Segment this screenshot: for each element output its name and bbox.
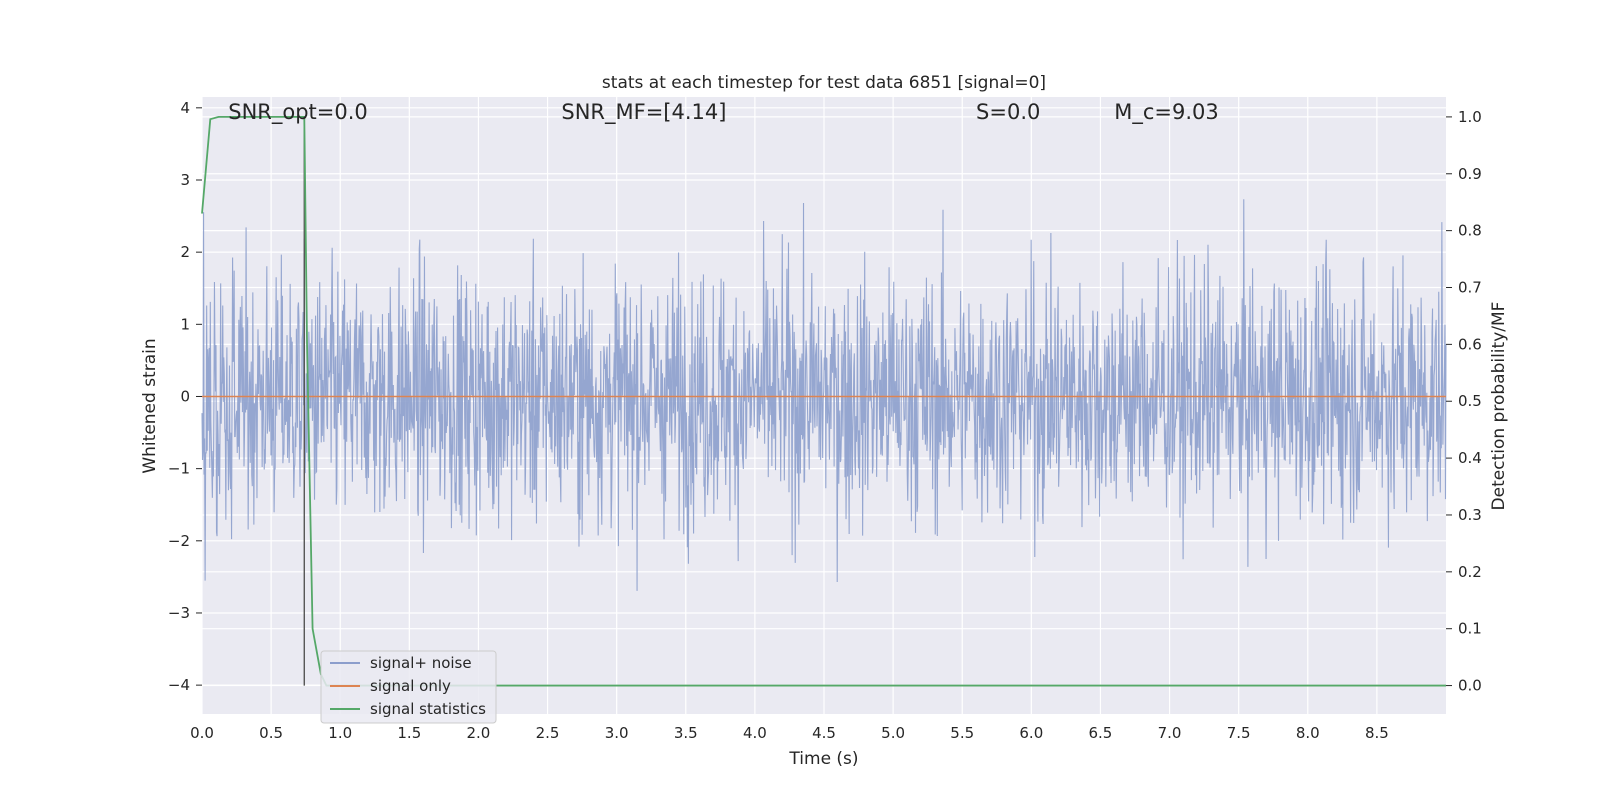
- x-tick-labels: 0.0 0.5 1.0 1.5 2.0 2.5 3.0 3.5 4.0 4.5 5.0 5.5 6.0 6…: [190, 724, 1389, 742]
- x-tick-label: 0.5: [259, 724, 283, 742]
- x-tick-label: 5.5: [950, 724, 974, 742]
- x-tick-label: 1.0: [328, 724, 352, 742]
- annotation-label: SNR_opt=0.0: [228, 100, 368, 125]
- y-right-tick-label: 0.0: [1458, 677, 1482, 695]
- y-right-tick-label: 0.8: [1458, 222, 1482, 240]
- x-tick-label: 8.0: [1296, 724, 1320, 742]
- y-left-tick-label: 4: [180, 99, 190, 117]
- y-right-tick-label: 1.0: [1458, 108, 1482, 126]
- annotation-label: S=0.0: [976, 100, 1040, 124]
- y-left-tick-labels: 4 3 2 1 0 −1 −2 −3 −4: [168, 99, 202, 694]
- grid: [201, 97, 1446, 714]
- x-tick-label: 2.0: [467, 724, 491, 742]
- annotations: SNR_opt=0.0 SNR_MF=[4.14] S=0.0 M_c=9.03: [228, 100, 1219, 125]
- y-left-tick-label: −1: [168, 460, 190, 478]
- x-tick-label: 3.0: [605, 724, 629, 742]
- x-tick-label: 0.0: [190, 724, 214, 742]
- y-left-tick-label: −4: [168, 676, 190, 694]
- x-tick-label: 7.5: [1227, 724, 1251, 742]
- y-right-tick-label: 0.2: [1458, 563, 1482, 581]
- y-right-tick-label: 0.7: [1458, 279, 1482, 297]
- y-right-tick-label: 0.3: [1458, 506, 1482, 524]
- y-left-tick-label: −3: [168, 604, 190, 622]
- legend: signal+ noise signal only signal statist…: [320, 650, 497, 724]
- y-left-tick-label: 2: [180, 243, 190, 261]
- x-tick-label: 8.5: [1365, 724, 1389, 742]
- y-right-tick-label: 0.6: [1458, 335, 1482, 353]
- y-right-tick-label: 0.5: [1458, 392, 1482, 410]
- x-axis-label: Time (s): [788, 749, 858, 769]
- legend-label-signal-only: signal only: [370, 677, 451, 695]
- x-tick-label: 6.0: [1019, 724, 1043, 742]
- y-left-tick-label: 3: [180, 171, 190, 189]
- legend-label-signal-noise: signal+ noise: [370, 654, 472, 672]
- annotation-label: M_c=9.03: [1114, 100, 1219, 125]
- x-tick-label: 5.0: [881, 724, 905, 742]
- x-tick-label: 4.0: [743, 724, 767, 742]
- y-right-tick-label: 0.9: [1458, 165, 1482, 183]
- y-right-tick-label: 0.1: [1458, 620, 1482, 638]
- x-tick-label: 1.5: [397, 724, 421, 742]
- chart-title: stats at each timestep for test data 685…: [602, 73, 1046, 93]
- y-left-tick-label: −2: [168, 532, 190, 550]
- legend-label-signal-statistics: signal statistics: [370, 700, 486, 718]
- series-signal-noise-line: [201, 199, 1447, 591]
- y-right-tick-label: 0.4: [1458, 449, 1482, 467]
- annotation-label: SNR_MF=[4.14]: [561, 100, 726, 125]
- noise-series: [201, 199, 1447, 591]
- y-left-tick-label: 0: [180, 387, 190, 405]
- y-left-axis-label: Whitened strain: [140, 338, 160, 473]
- x-tick-label: 7.0: [1158, 724, 1182, 742]
- x-tick-label: 3.5: [674, 724, 698, 742]
- x-tick-label: 2.5: [536, 724, 560, 742]
- y-right-axis-label: Detection probability/MF: [1489, 302, 1509, 511]
- legend-box: [320, 650, 497, 724]
- x-tick-label: 6.5: [1089, 724, 1113, 742]
- y-right-tick-labels: 1.0 0.9 0.8 0.7 0.6 0.5 0.4 0.3 0.2 0.1 0.0: [1446, 108, 1482, 695]
- y-left-tick-label: 1: [180, 315, 190, 333]
- x-tick-label: 4.5: [812, 724, 836, 742]
